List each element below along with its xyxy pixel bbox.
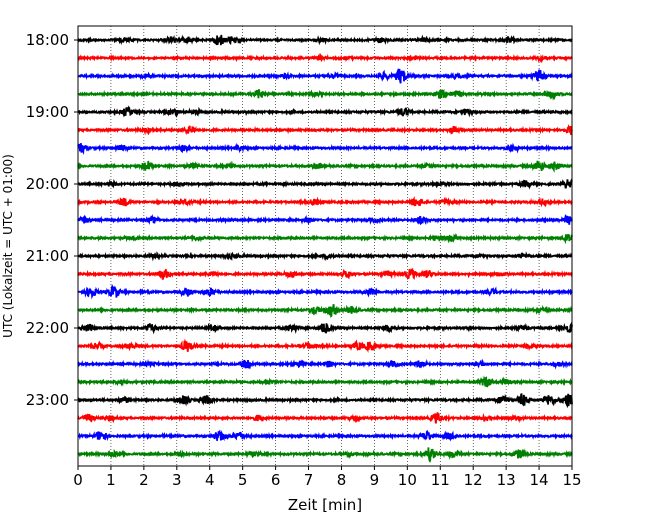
x-tick-label-5: 5 [238,471,248,489]
trace-1815 [77,52,573,64]
x-tick-label-15: 15 [562,471,581,489]
trace-2000 [77,177,573,190]
x-tick-label-7: 7 [304,471,314,489]
trace-2030 [77,213,573,226]
trace-1900 [77,105,573,118]
y-tick-label-2300: 23:00 [26,391,69,409]
trace-2200 [77,321,573,335]
trace-1800 [77,34,573,46]
trace-1930 [77,142,573,156]
y-axis-label: UTC (Lokalzeit = UTC + 01:00) [1,154,15,338]
x-tick-label-2: 2 [139,471,149,489]
grid-lines [110,26,540,466]
y-tick-label-2000: 20:00 [26,175,69,193]
trace-2315 [77,412,573,424]
trace-2100 [77,251,573,262]
x-tick-label-8: 8 [337,471,347,489]
x-tick-label-0: 0 [73,471,83,489]
trace-2130 [77,284,573,300]
trace-2330 [77,429,573,442]
x-tick-label-6: 6 [271,471,281,489]
x-tick-label-9: 9 [370,471,380,489]
trace-2300 [77,393,573,409]
x-tick-label-3: 3 [172,471,182,489]
plot-frame [77,25,573,467]
y-tick-label-2200: 22:00 [26,319,69,337]
x-tick-label-4: 4 [205,471,215,489]
x-tick-label-12: 12 [464,471,483,489]
x-tick-label-13: 13 [497,471,516,489]
trace-2015 [77,196,573,208]
x-tick-label-1: 1 [106,471,116,489]
trace-2115 [77,267,573,281]
x-tick-label-14: 14 [530,471,549,489]
x-axis-label: Zeit [min] [288,496,362,514]
y-axis: 18:00 19:00 20:00 21:00 22:00 23:00 [26,31,78,409]
y-tick-label-2100: 21:00 [26,247,69,265]
trace-1945 [77,160,573,173]
trace-2230 [77,358,573,370]
trace-2245 [77,375,573,388]
trace-2215 [77,338,573,353]
y-tick-label-1900: 19:00 [26,103,69,121]
trace-1845 [77,88,573,101]
trace-group [77,34,573,464]
x-tick-label-10: 10 [398,471,417,489]
trace-1915 [77,123,573,136]
x-tick-label-11: 11 [431,471,450,489]
trace-2345 [77,447,573,464]
trace-2145 [77,303,573,318]
trace-2045 [77,232,573,245]
trace-1830 [77,67,573,84]
x-axis: 0 1 2 3 4 5 6 7 8 9 10 11 12 13 14 15 [73,466,582,489]
y-tick-label-1800: 18:00 [26,31,69,49]
